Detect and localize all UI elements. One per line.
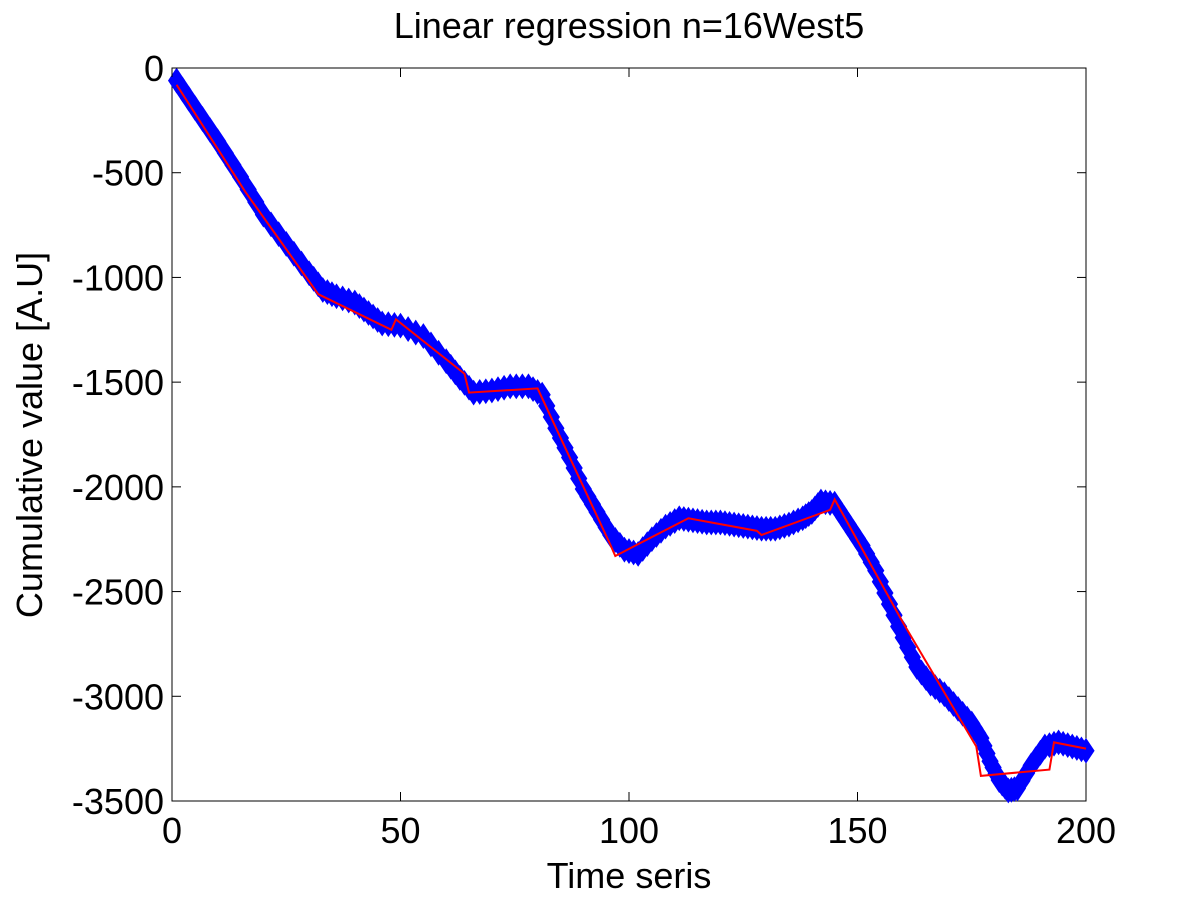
ticks-layer: 0 50 100 150 200 0 -500 -1000 -1500 -2000 -2500 -30… bbox=[72, 48, 1116, 851]
y-axis-label: Cumulative value [A.U] bbox=[9, 252, 50, 618]
x-tick-label: 150 bbox=[827, 810, 887, 851]
x-axis-label: Time seris bbox=[547, 855, 712, 896]
y-tick-label: -500 bbox=[92, 153, 164, 194]
chart-title: Linear regression n=16West5 bbox=[394, 5, 865, 46]
data-point-marker bbox=[285, 240, 303, 267]
y-tick-label: -3500 bbox=[72, 781, 164, 822]
data-point-marker bbox=[422, 331, 440, 358]
x-tick-label: 100 bbox=[599, 810, 659, 851]
y-tick-label: -3000 bbox=[72, 676, 164, 717]
regression-line bbox=[175, 84, 1087, 777]
series-layer bbox=[167, 67, 1095, 804]
x-tick-label: 50 bbox=[380, 810, 420, 851]
data-point-marker bbox=[414, 323, 432, 349]
x-tick-label: 0 bbox=[162, 810, 182, 851]
y-tick-label: -2500 bbox=[72, 572, 164, 613]
y-tick-label: -2000 bbox=[72, 467, 164, 508]
y-tick-label: -1500 bbox=[72, 362, 164, 403]
marker-series bbox=[167, 67, 1095, 804]
y-tick-label: -1000 bbox=[72, 257, 164, 298]
x-tick-label: 200 bbox=[1056, 810, 1116, 851]
y-tick-label: 0 bbox=[144, 48, 164, 89]
